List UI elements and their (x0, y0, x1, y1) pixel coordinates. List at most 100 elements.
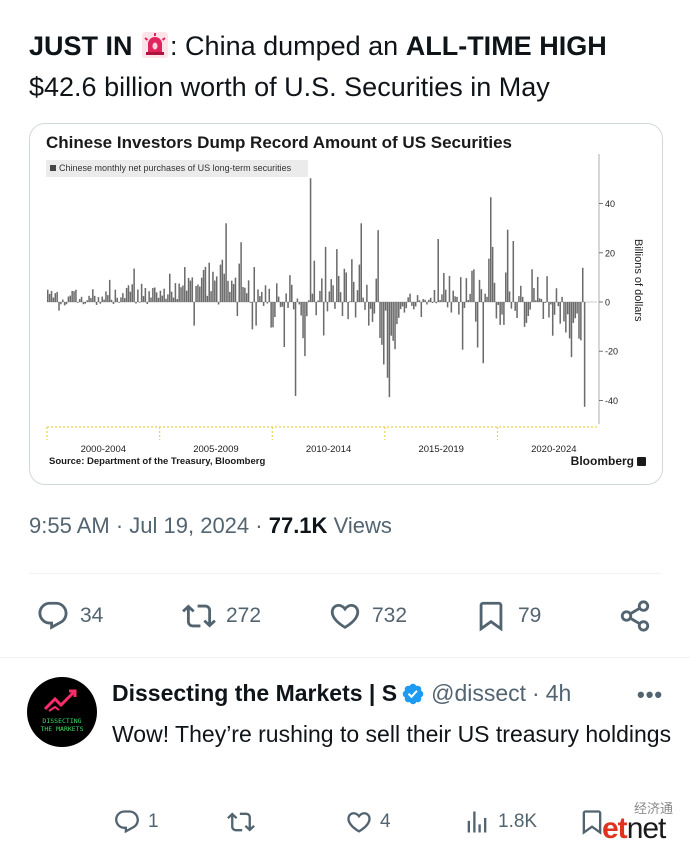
bar (486, 296, 488, 302)
bar (407, 297, 409, 302)
avatar[interactable]: DISSECTING THE MARKETS (27, 677, 97, 747)
bar (180, 287, 182, 302)
bar (214, 280, 216, 302)
bar (182, 285, 184, 302)
bar (114, 289, 117, 302)
bar (178, 283, 180, 302)
bar (148, 291, 150, 302)
bloomberg-logo: Bloomberg (571, 454, 646, 468)
bar (73, 291, 75, 302)
bar (225, 223, 227, 302)
y-tick-label: 40 (605, 199, 615, 209)
bar (294, 302, 297, 396)
bar (559, 302, 561, 324)
y-tick-label: -20 (605, 347, 618, 357)
reply-author-name[interactable]: Dissecting the Markets | S (112, 680, 398, 706)
reply-views-button[interactable]: 1.8K (463, 805, 537, 839)
bar (103, 299, 105, 302)
bar (384, 302, 387, 311)
reply-author-handle[interactable]: @dissect (431, 680, 527, 706)
bar (516, 302, 518, 318)
bar (324, 246, 327, 302)
bar (223, 273, 225, 302)
bar (135, 302, 137, 304)
reply-icon (38, 601, 68, 630)
bar (535, 300, 537, 302)
reply-button[interactable]: 34 (36, 596, 103, 636)
bar (426, 302, 428, 305)
bar (413, 302, 415, 310)
bar (403, 302, 406, 313)
bar (461, 302, 464, 350)
bar (157, 297, 160, 302)
bar (469, 293, 471, 302)
bar (474, 302, 477, 322)
bar (279, 302, 282, 308)
bar (570, 302, 573, 358)
bar (411, 302, 413, 306)
bar (105, 291, 107, 302)
bar (332, 285, 334, 302)
reply-tweet[interactable]: DISSECTING THE MARKETS Dissecting the Ma… (0, 660, 690, 845)
reply-time[interactable]: 4h (545, 680, 572, 706)
bar (234, 277, 237, 302)
retweet-icon (227, 812, 255, 832)
bar (199, 286, 201, 302)
reply-like-button[interactable]: 4 (345, 805, 391, 839)
bar (482, 302, 485, 364)
bar (398, 302, 400, 318)
bar (298, 302, 301, 305)
bar (491, 246, 494, 302)
bar (161, 295, 164, 302)
reply-retweet-button[interactable] (227, 805, 255, 839)
bar (127, 285, 130, 302)
bar (373, 302, 376, 314)
bar (336, 249, 338, 302)
verified-badge-icon[interactable] (401, 682, 425, 706)
bar (581, 267, 584, 302)
bar (428, 299, 430, 302)
bar (337, 275, 340, 302)
just-in-label: JUST IN (29, 31, 133, 61)
bookmark-button[interactable]: 79 (474, 596, 541, 636)
bar (253, 267, 256, 302)
bar (93, 295, 96, 302)
bar (169, 273, 171, 302)
bar (270, 302, 272, 328)
bar (394, 302, 396, 350)
bar (568, 302, 571, 339)
bar (356, 290, 359, 302)
bar (317, 300, 319, 302)
bar (444, 289, 447, 302)
avatar-text-1: DISSECTING (42, 717, 82, 725)
more-options-icon[interactable]: ••• (637, 682, 664, 707)
bar (245, 293, 248, 302)
bar (330, 279, 332, 302)
bar (349, 301, 351, 302)
retweet-button[interactable]: 272 (182, 596, 261, 636)
bar (266, 302, 269, 304)
chart-image[interactable]: Chinese Investors Dump Record Amount of … (29, 123, 663, 485)
bar (506, 229, 509, 302)
tweet-time[interactable]: 9:55 AM (29, 513, 110, 538)
bar (54, 293, 57, 302)
bar (518, 296, 520, 302)
retweet-icon (182, 604, 216, 628)
share-button[interactable] (618, 596, 652, 636)
bar (174, 283, 177, 302)
like-button[interactable]: 732 (328, 596, 407, 636)
bar (92, 289, 94, 302)
bar (499, 302, 501, 325)
reply-reply-button[interactable]: 1 (113, 805, 159, 839)
retweet-count: 272 (226, 604, 262, 627)
reply-bookmark-button[interactable] (578, 805, 606, 839)
bar (101, 296, 103, 302)
tweet-date[interactable]: Jul 19, 2024 (129, 513, 250, 538)
bar (204, 266, 207, 302)
bar (366, 284, 368, 302)
bar (352, 281, 355, 302)
bar (296, 298, 299, 302)
bar (441, 294, 443, 302)
bar (268, 288, 271, 302)
bar (439, 300, 441, 302)
